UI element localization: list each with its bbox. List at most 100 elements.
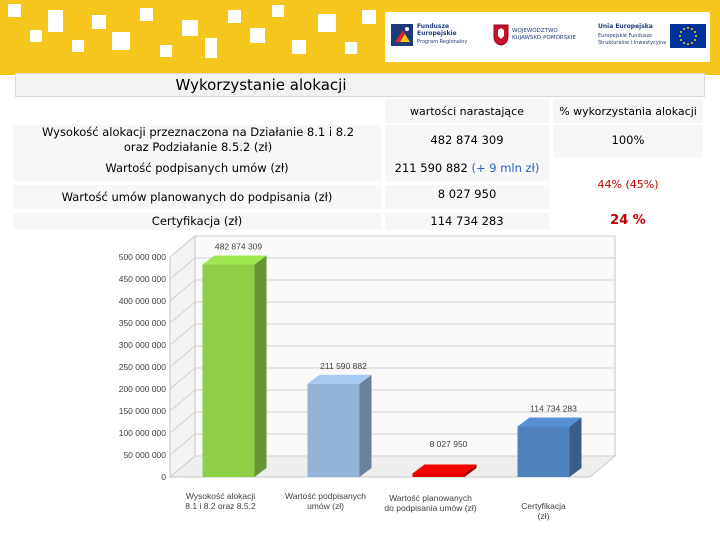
- signed-value-group: 211 590 882 (+ 9 mln zł): [385, 161, 549, 175]
- decor-square: [362, 10, 376, 24]
- gridline-depth: [169, 323, 196, 346]
- label-cell-bg: [13, 213, 381, 230]
- y-tick-label: 350 000 000: [119, 318, 167, 328]
- region-logo-line1: WOJEWÓDZTWO: [512, 28, 558, 34]
- decor-square: [48, 10, 63, 32]
- gridline-depth: [169, 279, 196, 302]
- value-cell-bg: [385, 125, 549, 181]
- allocation-percent: 100%: [611, 133, 645, 147]
- column-header-percent: % wykorzystania alokacji: [559, 105, 697, 118]
- allocation-label: Wysokość alokacji przeznaczona na Działa…: [41, 125, 355, 154]
- decor-square: [30, 30, 42, 42]
- cert-percent: 24 %: [610, 213, 646, 228]
- data-label: 8 027 950: [430, 439, 468, 449]
- signed-value: 211 590 882: [394, 161, 468, 175]
- y-tick-label: 450 000 000: [119, 274, 167, 284]
- decor-square: [292, 40, 306, 54]
- gridline-depth: [169, 433, 196, 456]
- gridline-depth: [169, 257, 196, 280]
- value-cell-bg: [385, 185, 549, 209]
- header-cell-bg: [385, 99, 549, 123]
- value-cell-bg: [385, 213, 549, 230]
- planned-value: 8 027 950: [437, 187, 497, 201]
- table-title: Wykorzystanie alokacji: [175, 76, 347, 94]
- data-label: 482 874 309: [215, 242, 263, 252]
- y-tick-label: 0: [161, 472, 166, 482]
- logo-bar: Fundusze Europejskie Program Regionalny …: [385, 12, 710, 62]
- allocation-value: 482 874 309: [430, 133, 504, 147]
- x-tick-label: 8.1 i 8.2 oraz 8.5.2: [185, 501, 256, 511]
- gridline-depth: [169, 411, 196, 434]
- region-crest-icon: [493, 24, 509, 46]
- y-tick-label: 150 000 000: [119, 406, 167, 416]
- funds-logo-icon: [391, 24, 413, 46]
- gridline-depth: [169, 301, 196, 324]
- y-tick-label: 200 000 000: [119, 384, 167, 394]
- y-tick-label: 100 000 000: [119, 428, 167, 438]
- x-tick-label: Wartość podpisanych: [285, 491, 366, 501]
- eu-logo-line1: Unia Europejska: [598, 23, 653, 30]
- decor-square: [72, 40, 84, 52]
- y-tick-label: 300 000 000: [119, 340, 167, 350]
- gridline-depth: [169, 455, 196, 478]
- bar: [412, 473, 465, 477]
- signed-percent-a: 44%: [597, 178, 622, 191]
- header-cell-bg: [553, 99, 703, 123]
- signed-label: Wartość podpisanych umów (zł): [105, 161, 289, 175]
- eu-logo-line2: Europejskie Fundusze: [598, 33, 653, 39]
- eu-logo-line3: Strukturalne i Inwestycyjne: [598, 40, 667, 46]
- percent-cell-bg: [553, 125, 703, 157]
- data-label: 114 734 283: [530, 404, 577, 414]
- funds-logo-line1: Fundusze: [417, 23, 450, 30]
- table-title-row: Wykorzystanie alokacji: [15, 73, 705, 97]
- region-logo-line2: KUJAWSKO-POMORSKIE: [512, 35, 576, 41]
- eu-flag-icon: [670, 24, 706, 48]
- gridline-depth: [169, 389, 196, 412]
- bar-top: [517, 417, 582, 427]
- x-tick-label: (zł): [538, 511, 550, 521]
- x-tick-label: umów (zł): [307, 501, 344, 511]
- bar: [202, 264, 255, 477]
- label-cell-bg: [13, 185, 381, 209]
- decor-square: [205, 38, 217, 58]
- column-header-values: wartości narastające: [409, 105, 524, 118]
- y-tick-label: 500 000 000: [119, 252, 167, 262]
- funds-logo-line2: Europejskie: [417, 30, 457, 37]
- x-tick-label: Wartość planowanych: [389, 493, 472, 503]
- data-label: 211 590 882: [320, 361, 367, 371]
- decor-square: [112, 32, 130, 50]
- bar-side: [569, 417, 582, 477]
- gridline-depth: [169, 235, 196, 258]
- y-tick-label: 250 000 000: [119, 362, 167, 372]
- decor-square: [228, 10, 241, 23]
- signed-extra: (+ 9 mln zł): [471, 161, 540, 175]
- bar-side: [359, 374, 372, 477]
- planned-label: Wartość umów planowanych do podpisania (…: [61, 190, 333, 204]
- signed-percent-b: (45%): [625, 178, 659, 191]
- cert-label: Certyfikacja (zł): [151, 214, 243, 228]
- decor-square: [250, 28, 265, 43]
- bar-side: [254, 255, 267, 477]
- decor-square: [160, 45, 172, 57]
- x-tick-label: do podpisania umów (zł): [384, 503, 476, 513]
- x-tick-label: Certyfikacja: [521, 501, 566, 511]
- gridline-depth: [169, 367, 196, 390]
- x-tick-label: Wysokość alokacji: [186, 491, 255, 501]
- bar: [517, 426, 570, 477]
- label-cell-bg: [13, 125, 381, 181]
- decor-square: [92, 15, 106, 29]
- cert-value: 114 734 283: [430, 214, 504, 228]
- bar: [307, 383, 360, 477]
- bar-top: [412, 464, 477, 474]
- gridline-depth: [169, 345, 196, 368]
- funds-logo-line3: Program Regionalny: [417, 39, 468, 45]
- decor-square: [272, 5, 284, 17]
- bar-top: [307, 374, 372, 384]
- decor-square: [345, 42, 357, 54]
- decor-square: [140, 8, 153, 21]
- decor-square: [182, 20, 198, 36]
- decor-square: [8, 4, 21, 17]
- y-tick-label: 50 000 000: [123, 450, 166, 460]
- bar-top: [202, 255, 267, 265]
- signed-percent-group: 44% (45%): [553, 178, 703, 191]
